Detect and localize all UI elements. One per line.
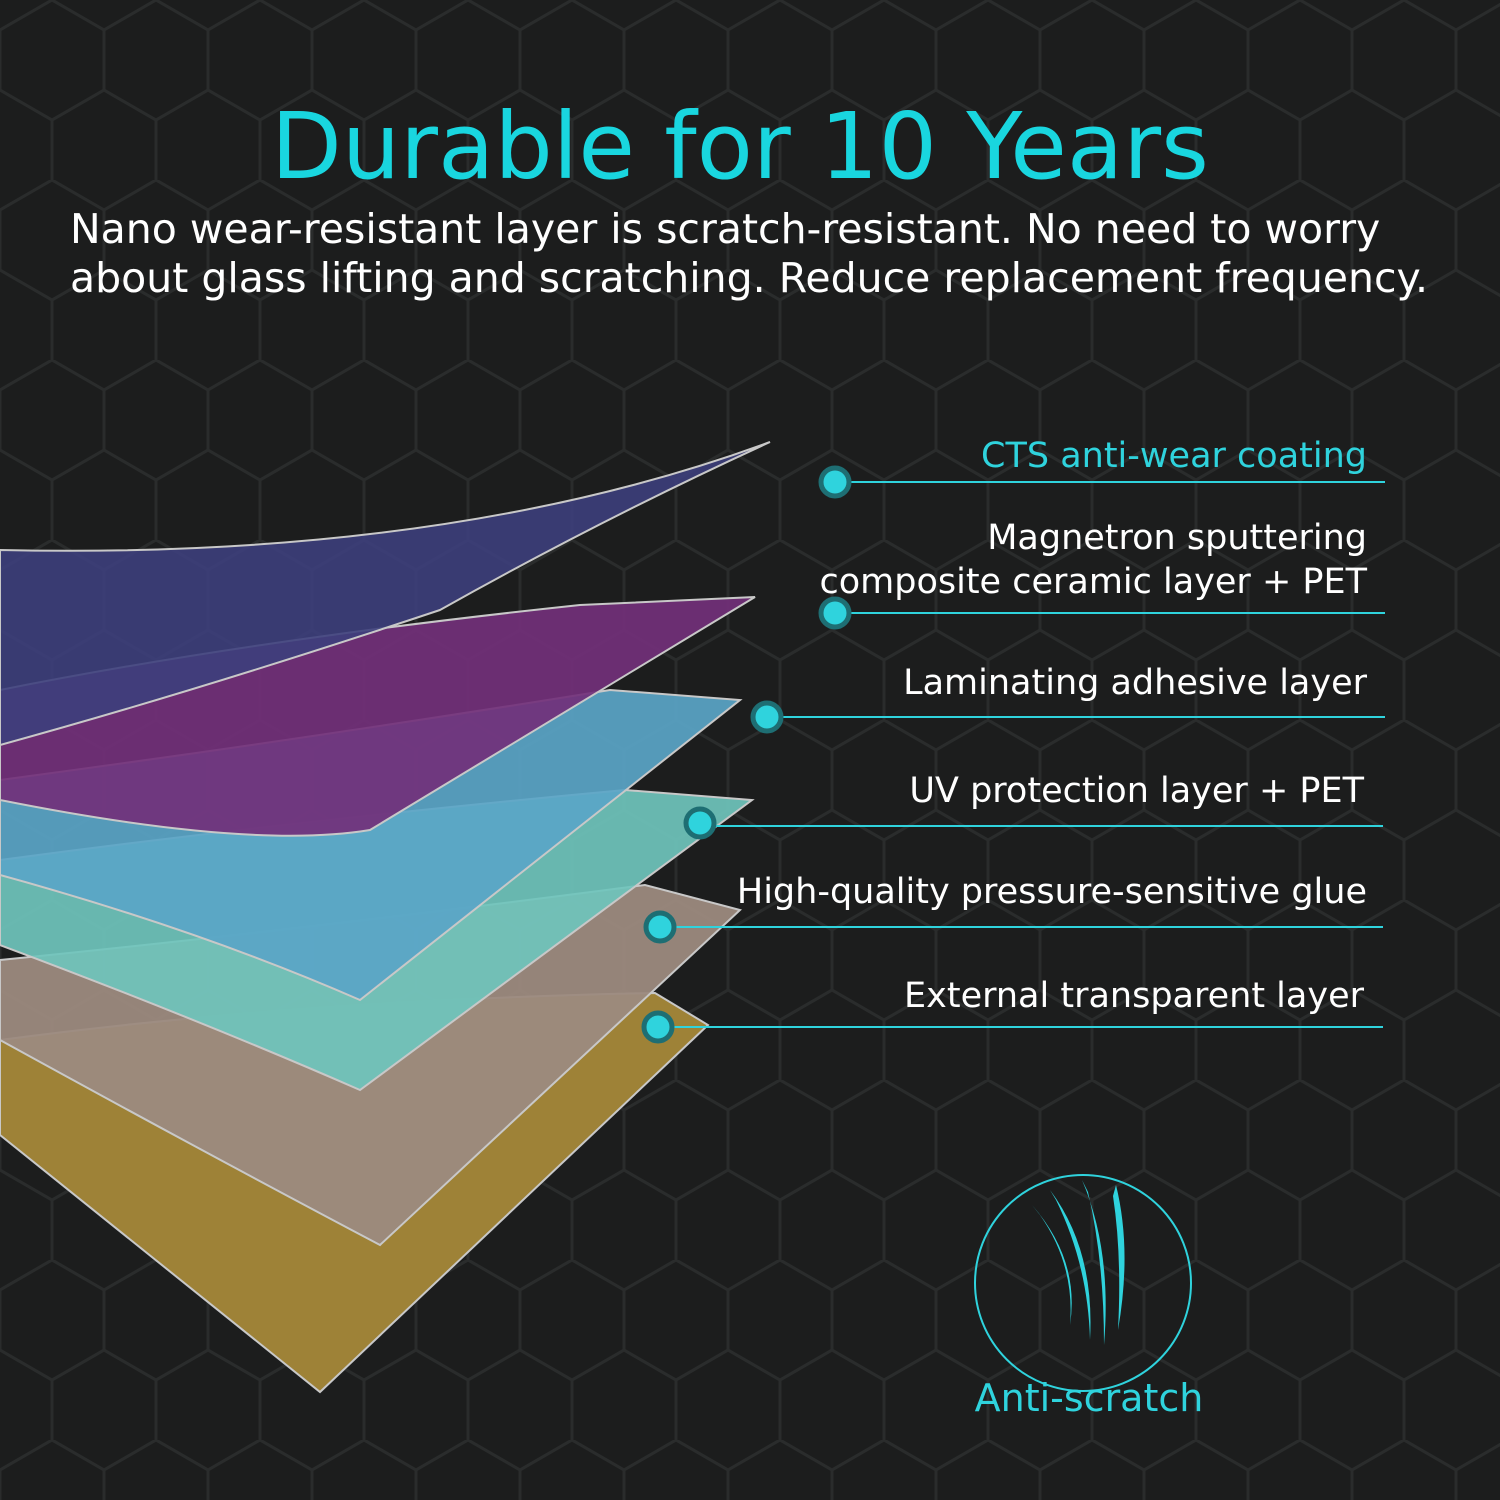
layer-stack xyxy=(0,441,771,1394)
layer-labels xyxy=(658,481,1385,1028)
layer-label: High-quality pressure-sensitive glue xyxy=(737,872,1367,912)
leader-dot xyxy=(641,1010,675,1044)
leader-dot xyxy=(750,700,784,734)
layer-label: Magnetron sputtering xyxy=(987,518,1367,558)
layer-navy xyxy=(0,441,771,747)
badge-ring xyxy=(974,1174,1192,1392)
subtitle-line: about glass lifting and scratching. Redu… xyxy=(70,254,1428,302)
layer-label: UV protection layer + PET xyxy=(909,771,1364,811)
leader-dot xyxy=(683,806,717,840)
claw xyxy=(1082,1180,1106,1345)
badge-label: Anti-scratch xyxy=(975,1376,1204,1420)
leader-dot xyxy=(818,465,852,499)
badge: Anti-scratch xyxy=(974,1174,1204,1420)
layer-label: External transparent layer xyxy=(904,976,1365,1016)
claw-marks xyxy=(1032,1180,1125,1345)
layer-label: composite ceramic layer + PET xyxy=(819,562,1367,602)
layer-label: CTS anti-wear coating xyxy=(981,436,1367,476)
leader-dots xyxy=(641,465,852,1044)
claw xyxy=(1113,1185,1125,1330)
claw xyxy=(1050,1190,1091,1340)
leader-dot xyxy=(643,910,677,944)
leader-dot xyxy=(818,596,852,630)
layer-label: Laminating adhesive layer xyxy=(903,663,1367,703)
subtitle-line: Nano wear-resistant layer is scratch-res… xyxy=(70,205,1380,253)
title: Durable for 10 Years xyxy=(271,93,1209,200)
